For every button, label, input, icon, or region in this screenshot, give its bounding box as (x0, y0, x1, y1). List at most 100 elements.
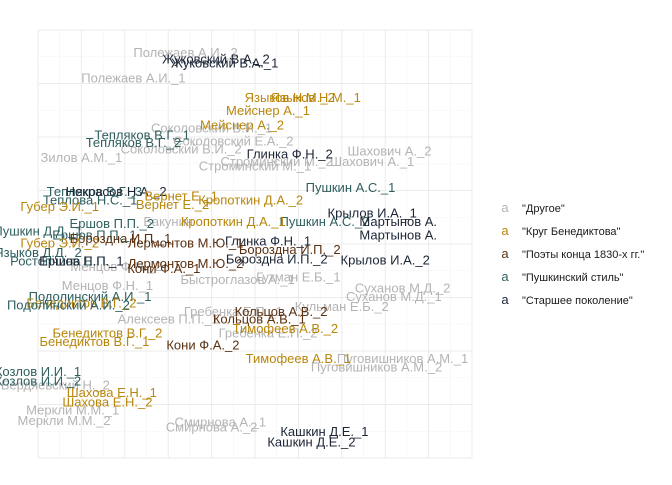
legend-key: a (501, 269, 509, 284)
point-label: Ершов П.П._1 (39, 253, 123, 268)
point-label: Кони Ф.А._2 (166, 337, 239, 352)
point-label: Ершов П.П._1 (52, 228, 136, 243)
point-label: Бенедиктов В.Г._1 (39, 334, 149, 349)
point-labels: Полежаев А.И._2 Полежаев А.И._1 Соколовски… (0, 45, 468, 449)
point-label: Губер Э.И._1 (20, 199, 99, 214)
point-label: Крылов И.А._1 (328, 205, 417, 220)
point-label: Строминский М._2 (220, 154, 332, 169)
point-label: Мартынов А. (359, 228, 437, 243)
point-label: Шахова Е.Н._1 (67, 385, 157, 400)
legend-key: a (501, 246, 509, 261)
point-label: Меркли М.М._1 (26, 402, 119, 417)
point-label: Кони Ф.А._1 (127, 261, 200, 276)
point-label: Глинка Ф.Н._1 (225, 233, 311, 248)
point-label: Ростопчина Е.П. (10, 253, 109, 268)
point-label: Пуговишников А.М._1 (337, 351, 468, 366)
point-label: Соколовский Е.А._2 (173, 134, 293, 149)
point-label: Полежаев А.И._2 (133, 45, 237, 60)
point-label: Строминский М._1 (199, 158, 311, 173)
point-label: Кашкин Д.Е._1 (280, 424, 368, 439)
point-label: Языков Н.М._1 (271, 90, 361, 105)
point-label: Губер Э.И._2 (20, 235, 99, 250)
point-label: Алексеев П.П._1 (118, 312, 219, 327)
point-label: Кольцов А.В._2 (235, 304, 328, 319)
legend-item: a "Пушкинский стиль" (498, 265, 668, 288)
point-label: Теплова Н.С._1 (43, 193, 138, 208)
point-label: Гребенка Е.П._2 (219, 325, 318, 340)
point-label: Козлов И.И._1 (0, 364, 81, 379)
legend-label: "Другое" (522, 203, 565, 215)
legend-item: a "Другое" (498, 196, 668, 219)
point-label: Тепляков В.Г._2 (86, 135, 182, 150)
point-label: Языков Н.М._2 (245, 90, 335, 105)
point-label: Суханов М.Д._1 (346, 289, 442, 304)
legend-label: "Поэты конца 1830-х гг." (522, 249, 645, 261)
point-label: Полежаев А.И._1 (81, 71, 185, 86)
point-label: Бороздна И.П._1 (70, 231, 172, 246)
point-label: Гребенка Е.П._1 (184, 304, 283, 319)
point-label: Соколовский В.И._1 (151, 121, 272, 136)
point-label: Пушкин Д.Д._1 (0, 223, 83, 238)
legend-label: "Пушкинский стиль" (522, 272, 624, 284)
point-label: Кольцов А.В._1 (213, 312, 306, 327)
point-label: Пушкин А.С._2 (280, 214, 370, 229)
point-label: Кропоткин Д.А._1 (181, 214, 286, 229)
point-label: Быстроглазов А._1 (181, 272, 295, 287)
point-label: Кропоткин Д.А._2 (198, 193, 303, 208)
point-label: Языков Д.Д._2 (0, 245, 82, 260)
point-label: Тимофеев А.В._1 (246, 351, 352, 366)
point-label: Кульман Е.Б._2 (295, 299, 389, 314)
point-label: Козлов И.И._2 (0, 373, 81, 388)
legend-key: a (501, 223, 509, 238)
point-label: Меркли М.М._2 (18, 413, 111, 428)
point-label: Ершов П.П._2 (70, 216, 154, 231)
legend-key: a (501, 200, 509, 215)
point-label: Менцов Ф.Н._2 (70, 259, 161, 274)
point-label: Гутман Е.Б._1 (256, 270, 340, 285)
point-label: Пуговишников А.М._2 (311, 360, 442, 375)
point-label: Смирнова А._2 (166, 419, 258, 434)
legend-key: a (501, 292, 509, 307)
point-label: Кашкин Д.Е._2 (267, 434, 355, 449)
point-label: Бороздна И.П._2 (226, 252, 328, 267)
point-label: Некрасов Н.А._2 (66, 184, 167, 199)
legend-item: a "Поэты конца 1830-х гг." (498, 242, 668, 265)
point-label: Жуковский В.А._1 (171, 56, 279, 71)
point-label: Лермонтов М.Ю._1 (128, 235, 244, 250)
legend-item: a "Старшее поколение" (498, 288, 668, 311)
point-label: Вернет Е._2 (136, 197, 209, 212)
point-label: Жуковский В.А._2 (162, 51, 270, 66)
legend-label: "Старшее поколение" (522, 295, 633, 307)
point-label: Вернет Е._1 (145, 188, 218, 203)
point-label: Менцов Ф.Н._1 (62, 278, 153, 293)
point-label: Шахович А._1 (330, 154, 414, 169)
point-label: Тепляков В.Г._3 (47, 184, 143, 199)
point-label: Бенедиктов В.Г._2 (52, 325, 162, 340)
point-label: Тепляков В.Г._1 (94, 128, 190, 143)
point-label: Глинка Ф.Н._2 (247, 146, 333, 161)
legend-item: a "Круг Бенедиктова" (498, 219, 668, 242)
point-label: Зилов А.М._1 (41, 150, 123, 165)
legend-label: "Круг Бенедиктова" (522, 226, 621, 238)
point-label: Мартынов А. (359, 214, 437, 229)
point-label: Пушкин А.С._1 (306, 180, 396, 195)
point-label: Подолинский А.И._1 (29, 289, 152, 304)
point-label: Подолинский А.И._2 (7, 297, 130, 312)
point-label: Шахова Е.Н._2 (62, 395, 152, 410)
point-label: Тимофеев А.В._2 (233, 321, 339, 336)
point-label: Шахович А._2 (348, 143, 432, 158)
point-label: Соколовский В.И._2 (121, 141, 242, 156)
legend: a "Другое" a "Круг Бенедиктова" a "Поэты конц… (498, 196, 668, 311)
point-label: Бердяевский Н._2 (1, 378, 110, 393)
point-label: Мейснер А._1 (226, 103, 310, 118)
point-label: Бакунин (143, 214, 193, 229)
grid (37, 29, 473, 459)
point-label: Крылов И.А._2 (341, 253, 430, 268)
point-label: Суханов М.Д._2 (355, 280, 451, 295)
point-label: Лермонтов М.Ю._2 (128, 256, 244, 271)
point-label: Смирнова А._1 (174, 414, 266, 429)
point-label: Бенедиктов В.Г._2 (26, 295, 136, 310)
point-label: Мейснер А._2 (200, 118, 284, 133)
